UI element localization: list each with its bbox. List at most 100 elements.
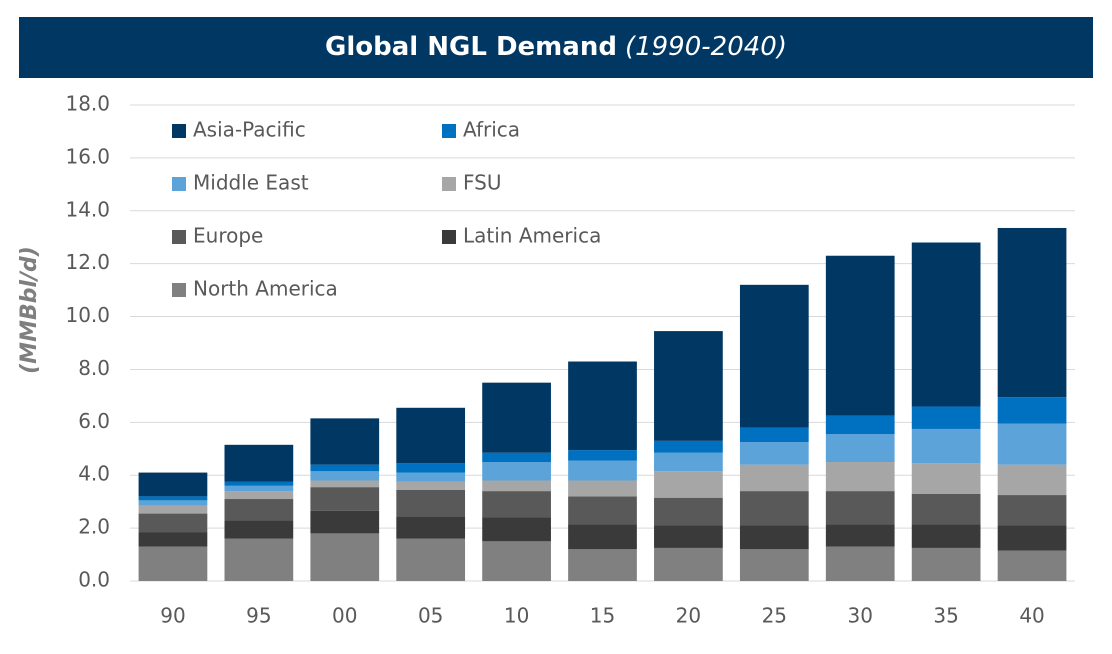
bar-segment: [224, 481, 294, 486]
y-tick-label: 10.0: [65, 303, 110, 327]
bar-segment: [825, 415, 895, 435]
legend-swatch: [172, 230, 186, 244]
x-tick-label: 40: [1019, 604, 1044, 628]
legend-label: Latin America: [463, 224, 601, 248]
bar-segment: [911, 406, 981, 429]
bar-segment: [138, 496, 208, 501]
bar-segment: [825, 546, 895, 581]
bar-segment: [138, 500, 208, 506]
bar-segment: [911, 242, 981, 407]
bar-segment: [396, 538, 466, 581]
bar-segment: [739, 525, 809, 550]
legend-label: Africa: [463, 118, 520, 142]
x-tick-label: 15: [590, 604, 615, 628]
chart-title: Global NGL Demand: [325, 32, 617, 62]
bar-segment: [825, 255, 895, 416]
bar-segment: [310, 533, 380, 581]
bar-segment: [997, 423, 1067, 465]
x-tick-label: 30: [848, 604, 873, 628]
title-banner: [19, 17, 1093, 78]
bar-segment: [568, 361, 637, 451]
y-tick-label: 16.0: [65, 144, 110, 168]
bar-segment: [396, 489, 466, 517]
bar-segment: [911, 428, 981, 464]
chart-title-group: Global NGL Demand (1990-2040): [325, 32, 787, 62]
bar-segment: [997, 397, 1067, 424]
legend-label: FSU: [463, 171, 502, 195]
bar-segment: [739, 442, 809, 465]
bar-segment: [654, 497, 723, 526]
legend-label: Europe: [193, 224, 263, 248]
y-tick-label: 0.0: [78, 568, 110, 592]
legend-label: North America: [193, 277, 338, 301]
x-tick-label: 90: [160, 604, 185, 628]
y-tick-label: 2.0: [78, 515, 110, 539]
bar-segment: [739, 427, 809, 443]
bar-segment: [825, 434, 895, 462]
y-tick-label: 4.0: [78, 462, 110, 486]
legend-swatch: [442, 230, 456, 244]
bar-segment: [310, 480, 380, 488]
y-tick-label: 12.0: [65, 250, 110, 274]
y-axis-label: (MMBbl/d): [17, 246, 42, 374]
bar-segment: [138, 505, 208, 514]
y-tick-label: 14.0: [65, 197, 110, 221]
bar-segment: [739, 464, 809, 492]
bar-segment: [997, 495, 1067, 526]
bar-segment: [568, 524, 637, 550]
bar-segment: [482, 462, 551, 481]
bar-segment: [911, 547, 981, 581]
x-tick-label: 00: [332, 604, 357, 628]
bar-segment: [310, 471, 380, 481]
x-tick-label: 35: [933, 604, 958, 628]
bar-segment: [997, 227, 1067, 398]
bar-segment: [482, 517, 551, 542]
y-tick-label: 18.0: [65, 92, 110, 116]
bar-segment: [568, 549, 637, 581]
bar-segment: [825, 462, 895, 492]
bar-segment: [310, 487, 380, 511]
bar-segment: [224, 499, 294, 521]
bar-segment: [224, 485, 294, 492]
bar-segment: [482, 491, 551, 518]
bar-segment: [310, 464, 380, 472]
x-tick-label: 25: [762, 604, 787, 628]
legend-swatch: [172, 124, 186, 138]
bar-segment: [568, 480, 637, 497]
legend-swatch: [442, 177, 456, 191]
bar-segment: [138, 513, 208, 533]
bar-segment: [396, 516, 466, 539]
bar-segment: [224, 444, 294, 482]
bar-segment: [396, 472, 466, 482]
bar-segment: [654, 331, 723, 441]
bar-segment: [654, 471, 723, 498]
legend-swatch: [442, 124, 456, 138]
bar-segment: [568, 496, 637, 525]
legend-label: Asia-Pacific: [193, 118, 306, 142]
y-tick-label: 8.0: [78, 356, 110, 380]
bar-segment: [654, 452, 723, 472]
bar-segment: [482, 452, 551, 462]
bar-segment: [654, 525, 723, 548]
bar-segment: [739, 549, 809, 581]
bar-segment: [482, 480, 551, 492]
bar-segment: [396, 481, 466, 490]
x-tick-label: 05: [418, 604, 443, 628]
bar-segment: [911, 524, 981, 548]
bar-segment: [138, 532, 208, 547]
bar-segment: [482, 541, 551, 581]
bar-segment: [739, 491, 809, 526]
bar-segment: [224, 538, 294, 581]
bar-segment: [568, 460, 637, 481]
chart-subtitle: (1990-2040): [625, 32, 787, 62]
bar-segment: [224, 491, 294, 500]
bar-segment: [396, 407, 466, 464]
bar-segment: [568, 450, 637, 461]
bar-segment: [825, 491, 895, 525]
bar-segment: [138, 472, 208, 497]
legend-swatch: [172, 283, 186, 297]
bar-segment: [911, 463, 981, 494]
bar-segment: [654, 547, 723, 581]
y-tick-label: 6.0: [78, 409, 110, 433]
